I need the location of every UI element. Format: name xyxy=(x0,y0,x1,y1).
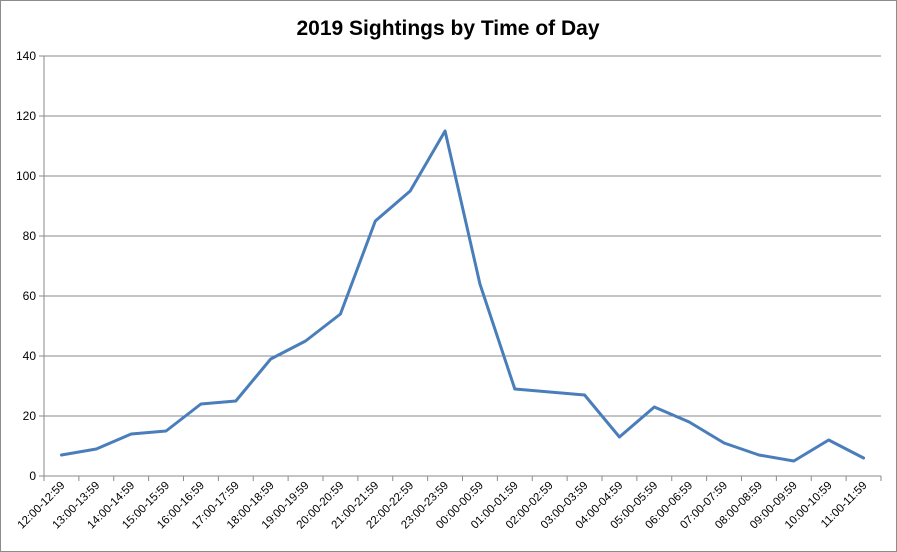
y-axis-ticks: 0 20 40 60 80 100 120 140 xyxy=(16,49,44,483)
data-point xyxy=(234,399,238,403)
data-point xyxy=(687,420,691,424)
y-tick-label: 40 xyxy=(23,349,37,363)
data-point xyxy=(408,189,412,193)
data-point xyxy=(583,393,586,397)
series-line xyxy=(59,129,866,463)
gridlines xyxy=(44,55,881,417)
data-point xyxy=(862,456,865,460)
data-point xyxy=(478,282,482,286)
y-tick-label: 60 xyxy=(23,289,37,303)
data-point xyxy=(618,435,621,439)
y-tick-label: 80 xyxy=(23,229,37,243)
data-point xyxy=(95,447,98,451)
data-point xyxy=(129,432,133,436)
data-point xyxy=(374,219,377,223)
data-point xyxy=(443,129,447,133)
y-tick-label: 140 xyxy=(16,49,36,63)
data-point xyxy=(653,405,656,409)
series-layer xyxy=(59,129,866,463)
y-tick-label: 100 xyxy=(16,169,36,183)
data-point xyxy=(722,441,726,445)
data-point xyxy=(304,339,307,343)
data-point xyxy=(827,438,830,442)
axes xyxy=(43,56,881,477)
data-point xyxy=(60,453,63,457)
y-tick-label: 0 xyxy=(29,469,36,483)
data-point xyxy=(164,429,168,433)
data-point xyxy=(548,390,551,394)
y-tick-label: 20 xyxy=(23,409,37,423)
data-point xyxy=(199,402,203,406)
y-tick-label: 120 xyxy=(16,109,36,123)
data-point xyxy=(269,357,272,361)
data-point xyxy=(792,459,796,463)
x-axis-ticks: 12:00-12:5913:00-13:5914:00-14:5915:00-1… xyxy=(16,476,882,532)
data-point xyxy=(339,312,342,316)
data-point xyxy=(513,387,517,391)
data-point xyxy=(757,453,761,457)
chart-title: 2019 Sightings by Time of Day xyxy=(296,17,599,40)
